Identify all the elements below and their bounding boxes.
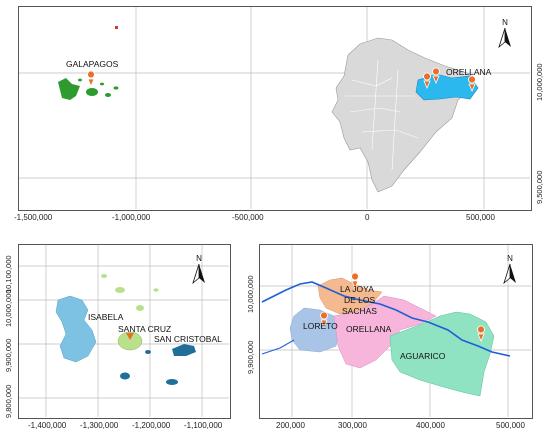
napo-river [261,281,511,357]
small-island-marker [115,26,118,29]
galapagos-xtick-2: -1,300,000 [80,421,119,430]
galapagos-xtick-3: -1,200,000 [132,421,171,430]
orellana-xtick-4: 500,000 [496,421,525,430]
location-marker-icon [87,67,476,93]
north-label: N [502,18,508,27]
label-la-joya-line2: DE LOS [344,295,376,305]
label-isabela: ISABELA [88,312,124,322]
orellana-xtick-3: 400,000 [416,421,445,430]
overview-xtick-2: -1,000,000 [112,213,151,222]
orellana-ytick-2: 9,900,000 [246,340,255,374]
north-label: N [507,254,513,263]
aguarico-region [389,311,495,397]
label-aguarico: AGUARICO [400,351,446,361]
label-la-joya-line1: LA JOYA [340,284,374,294]
label-orellana-overview: ORELLANA [446,67,492,77]
label-santa-cruz: SANTA CRUZ [118,324,172,334]
la-joya-de-los-sachas-region [317,277,383,315]
orellana-canton-region [333,295,437,369]
overview-xtick-3: -500,000 [232,213,264,222]
loreto-region [289,307,341,353]
orellana-xtick-2: 300,000 [338,421,367,430]
north-label: N [196,254,202,263]
north-arrow-icon: N [501,254,519,287]
label-orellana-canton: ORELLANA [346,324,392,334]
label-loreto: LORETO [303,321,338,331]
santa-cruz-island [117,331,143,351]
north-arrow-icon: N [496,18,514,51]
label-la-joya-line3: SACHAS [342,306,377,316]
orellana-province [415,73,479,101]
label-galapagos: GALAPAGOS [66,59,119,69]
overview-xtick-1: -1,500,000 [14,213,53,222]
label-san-cristobal: SAN CRISTOBAL [154,334,222,344]
location-marker-icon [320,272,485,343]
orellana-xtick-1: 200,000 [276,421,305,430]
orellana-ytick-1: 10,000,000 [246,275,255,313]
overview-xtick-5: 500,000 [466,213,495,222]
isabela-island [55,295,97,363]
galapagos-isabela [58,78,80,100]
galapagos-xtick-4: -1,100,000 [184,421,223,430]
north-arrow-icon: N [190,254,208,287]
san-cristobal-island [172,344,196,356]
location-marker-icon [126,333,134,340]
overview-xtick-4: 0 [365,213,370,222]
galapagos-map-frame [18,244,231,419]
galapagos-xtick-1: -1,400,000 [28,421,67,430]
